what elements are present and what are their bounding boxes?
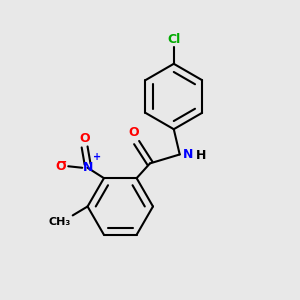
Text: O: O (128, 126, 139, 139)
Text: CH₃: CH₃ (49, 217, 71, 227)
Text: O: O (55, 160, 66, 173)
Text: H: H (196, 149, 206, 162)
Text: N: N (183, 148, 194, 161)
Text: Cl: Cl (167, 33, 180, 46)
Text: O: O (79, 132, 90, 145)
Text: N: N (82, 161, 93, 174)
Text: +: + (93, 152, 101, 162)
Text: −: − (57, 155, 68, 168)
